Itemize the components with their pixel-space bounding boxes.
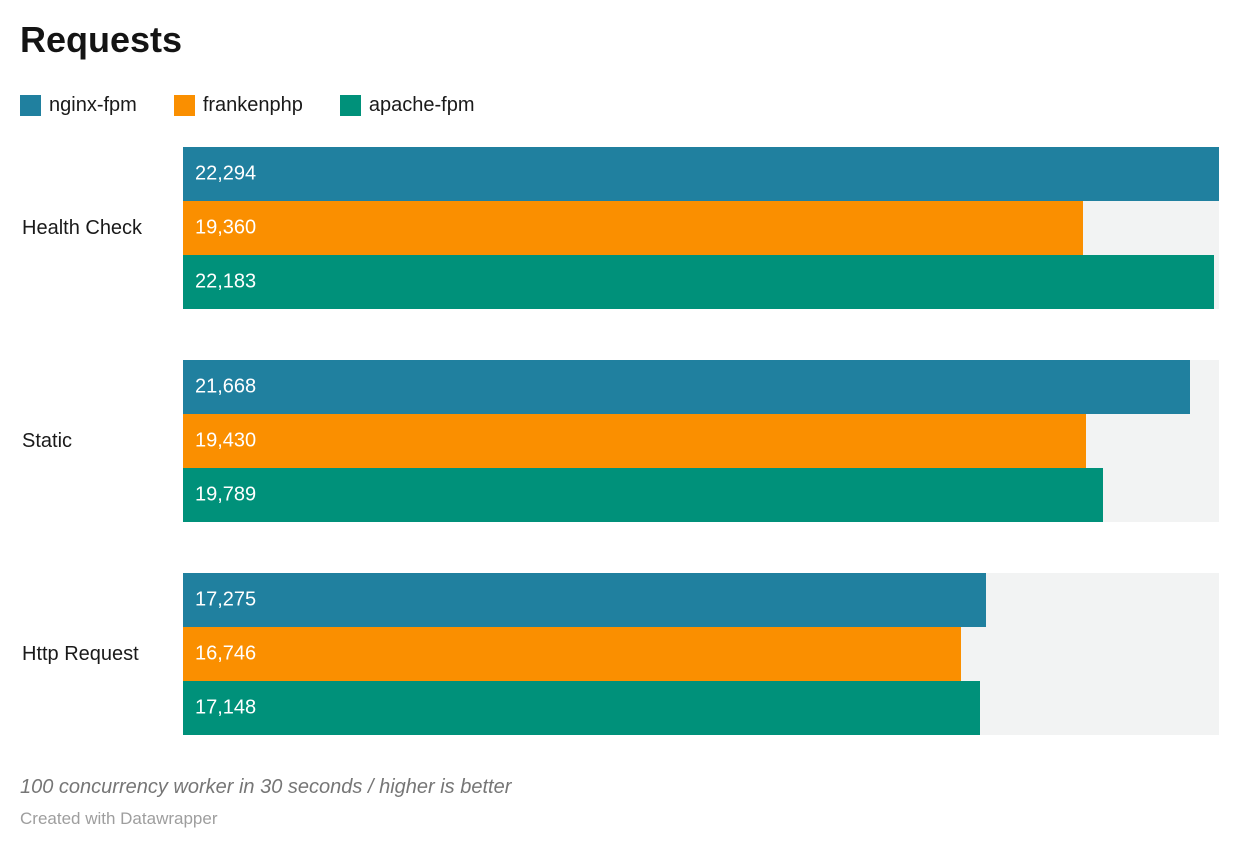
category-label: Health Check [22,216,143,239]
bar-frankenphp: 19,360 [183,201,1083,256]
bar-group-health-check: Health Check 22,294 19,360 22,183 [0,147,1240,310]
bar-track: 22,183 [183,255,1219,310]
bar-apache-fpm: 22,183 [183,255,1214,310]
bar-nginx-fpm: 22,294 [183,147,1219,202]
bar-track: 19,430 [183,414,1219,469]
legend-label: apache-fpm [368,94,475,117]
bar-stack: 21,668 19,430 19,789 [183,360,1219,523]
bar-nginx-fpm: 17,275 [183,573,986,628]
chart-title: Requests [20,19,183,60]
bar-apache-fpm: 17,148 [183,681,980,736]
bar-apache-fpm: 19,789 [183,468,1103,523]
bar-track: 21,668 [183,360,1219,415]
bar-value-label: 19,789 [195,483,257,506]
bar-value-label: 21,668 [195,375,257,398]
bar-track: 19,789 [183,468,1219,523]
category-label: Http Request [22,642,139,665]
legend-swatch-icon [20,95,41,117]
bar-track: 17,275 [183,573,1219,628]
bar-stack: 17,275 16,746 17,148 [183,573,1219,736]
bar-nginx-fpm: 21,668 [183,360,1190,415]
attribution-text: Created with Datawrapper [20,809,218,829]
bar-value-label: 22,294 [195,162,257,185]
legend-label: nginx-fpm [49,94,137,117]
category-label: Static [22,429,73,452]
chart-note: 100 concurrency worker in 30 seconds / h… [20,776,512,799]
bar-value-label: 19,360 [195,216,257,239]
bar-value-label: 22,183 [195,270,257,293]
bar-chart: Health Check 22,294 19,360 22,183 Static 21,6… [0,147,1240,736]
bar-value-label: 17,275 [195,588,257,611]
bar-track: 16,746 [183,627,1219,682]
legend-label: frankenphp [202,94,303,117]
bar-group-http-request: Http Request 17,275 16,746 17,148 [0,573,1240,736]
legend-swatch-icon [173,95,195,117]
bar-value-label: 16,746 [195,642,257,665]
bar-track: 19,360 [183,201,1219,256]
bar-group-static: Static 21,668 19,430 19,789 [0,360,1240,523]
bar-frankenphp: 19,430 [183,414,1086,469]
legend-item-frankenphp: frankenphp [173,94,303,117]
legend-item-nginx-fpm: nginx-fpm [20,94,137,117]
legend: nginx-fpm frankenphp apache-fpm [0,94,1240,117]
bar-value-label: 19,430 [195,429,257,452]
bar-frankenphp: 16,746 [183,627,962,682]
legend-swatch-icon [339,95,361,117]
bar-value-label: 17,148 [195,696,257,719]
bar-track: 17,148 [183,681,1219,736]
bar-track: 22,294 [183,147,1219,202]
legend-item-apache-fpm: apache-fpm [339,94,475,117]
bar-stack: 22,294 19,360 22,183 [183,147,1219,310]
